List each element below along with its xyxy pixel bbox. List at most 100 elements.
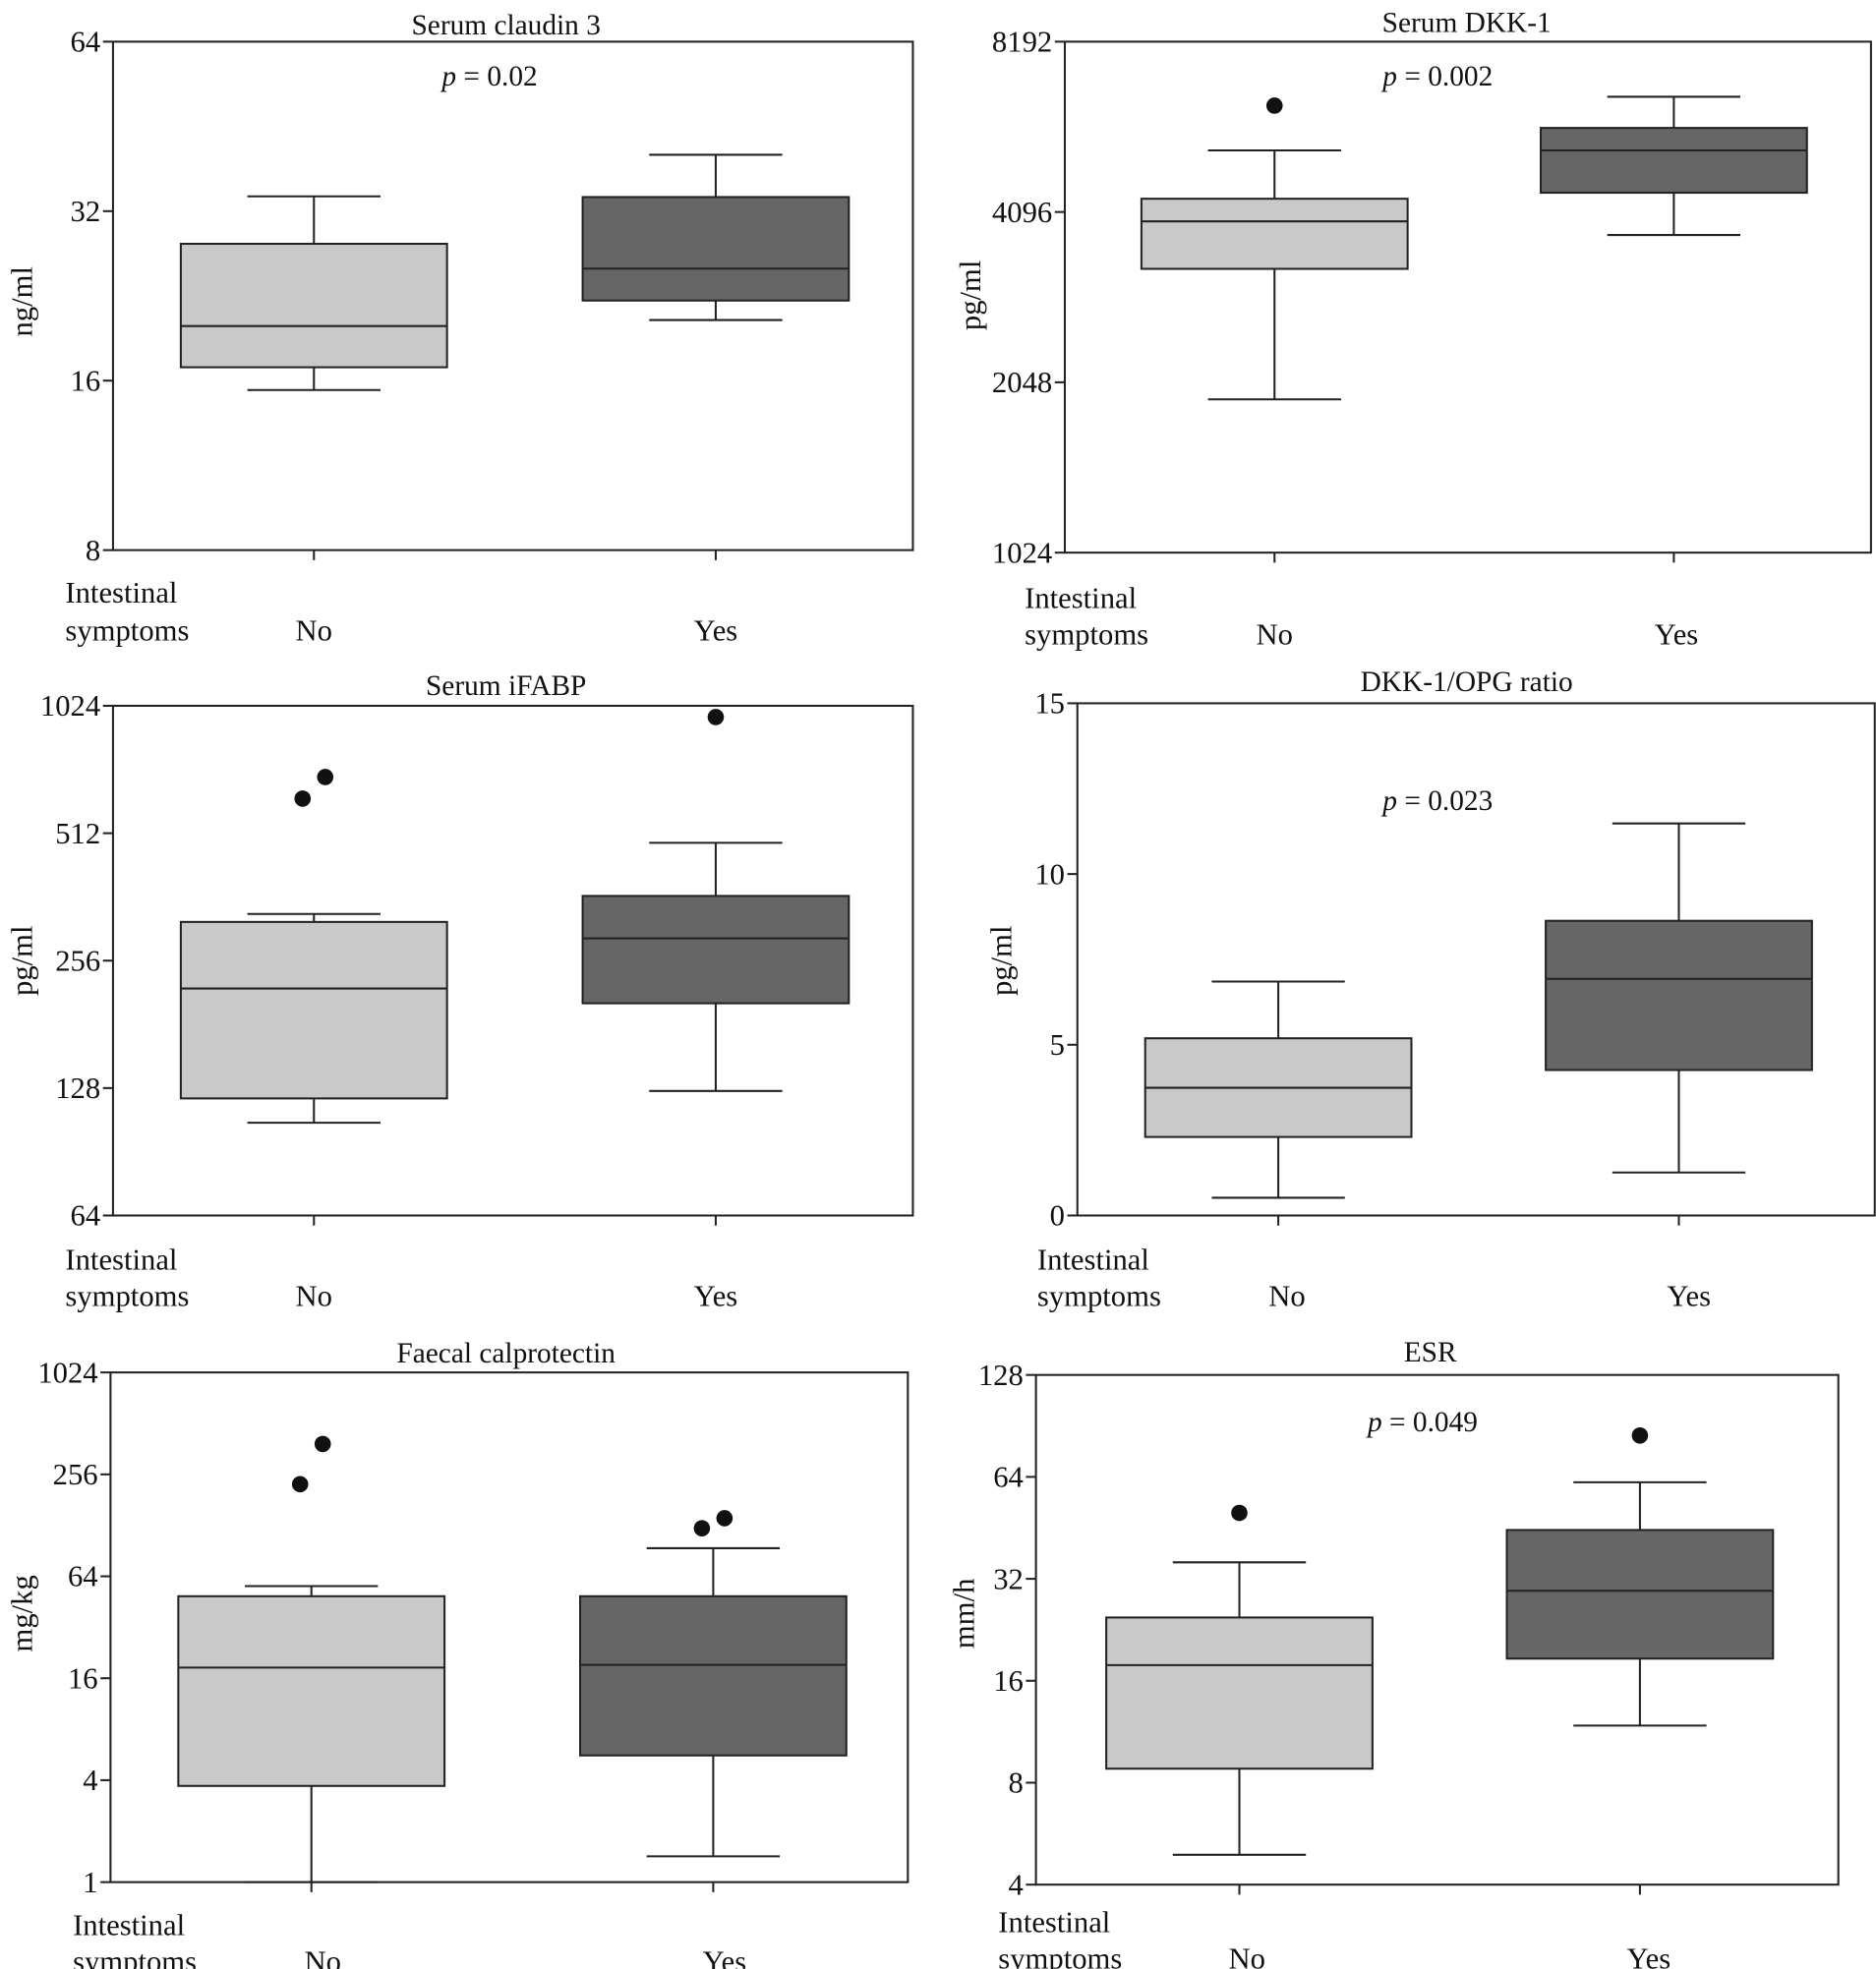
x-axis-label-line: Intestinal: [1025, 581, 1137, 614]
x-category-label: Yes: [1655, 617, 1699, 651]
x-axis-label-line: symptoms: [65, 1279, 189, 1312]
iqr-box-no: [177, 1594, 446, 1787]
y-tick-label: 64: [71, 1199, 101, 1233]
y-tick-label: 64: [71, 26, 101, 59]
chart-title: Serum DKK-1: [1382, 8, 1552, 39]
chart-title: Faecal calprotectin: [396, 1338, 616, 1369]
y-tick-label: 4: [83, 1764, 97, 1797]
chart-panel-5: Faecal calprotectin 1 4 16 64 256 1024 mg/kg Int…: [6, 1338, 909, 1969]
x-axis-label-line: symptoms: [1025, 617, 1148, 651]
y-tick-label: 1024: [40, 689, 100, 723]
y-tick-label: 10: [1034, 857, 1065, 891]
y-tick-label: 16: [68, 1661, 98, 1695]
iqr-box-yes: [581, 196, 850, 302]
y-tick-label: 8: [86, 534, 100, 567]
iqr-box-yes: [1545, 919, 1813, 1071]
outlier-point: [716, 1510, 733, 1527]
chart-panel-4: DKK-1/OPG ratio 0 5 10 15 pg/ml p = 0.023 Intes…: [985, 666, 1876, 1312]
y-tick-label: 15: [1034, 687, 1065, 721]
chart-panel-2: Serum DKK-1 1024 2048 4096 8192 pg/ml p = 0.00…: [954, 8, 1872, 651]
y-tick-label: 64: [993, 1461, 1024, 1494]
y-axis-label: mg/kg: [6, 1575, 39, 1651]
x-category-label: No: [296, 1279, 332, 1312]
x-axis-label-line: symptoms: [998, 1942, 1122, 1969]
y-axis-label: ng/ml: [6, 266, 39, 337]
x-category-label: No: [1268, 1279, 1305, 1312]
x-axis-label-line: symptoms: [73, 1944, 197, 1969]
x-category-label: Yes: [1627, 1942, 1671, 1969]
plot-frame: [1063, 40, 1872, 554]
x-category-label: No: [304, 1944, 340, 1969]
y-tick-label: 1: [83, 1866, 97, 1899]
x-category-label: No: [296, 614, 332, 648]
p-value-annotation: p = 0.049: [1366, 1407, 1478, 1438]
plot-frame: [1076, 702, 1876, 1217]
x-category-label: Yes: [703, 1944, 747, 1969]
x-axis-label-line: Intestinal: [998, 1906, 1110, 1940]
chart-panel-6: ESR 4 8 16 32 64 128 mm/h p = 0.049 Intestinalsym…: [947, 1337, 1840, 1969]
chart-title: DKK-1/OPG ratio: [1361, 666, 1573, 698]
x-axis-label-line: Intestinal: [65, 576, 177, 609]
p-value-annotation: p = 0.002: [1380, 61, 1493, 92]
chart-title: ESR: [1404, 1337, 1457, 1368]
y-tick-label: 1024: [992, 536, 1052, 569]
y-tick-label: 32: [993, 1562, 1024, 1595]
chart-title: Serum iFABP: [426, 670, 586, 702]
outlier-point: [1631, 1426, 1649, 1444]
y-tick-label: 256: [55, 944, 100, 977]
y-tick-label: 128: [978, 1359, 1024, 1392]
x-category-label: Yes: [694, 614, 738, 648]
chart-panel-3: Serum iFABP 64 128 256 512 1024 pg/ml Intestina…: [6, 670, 914, 1312]
x-category-label: No: [1228, 1942, 1264, 1969]
y-tick-label: 8192: [992, 26, 1052, 59]
outlier-point: [314, 1435, 331, 1453]
y-tick-label: 256: [53, 1458, 98, 1491]
outlier-point: [707, 709, 725, 725]
x-axis-label-line: symptoms: [1037, 1279, 1161, 1312]
y-tick-label: 0: [1050, 1199, 1065, 1233]
p-value-annotation: p = 0.023: [1380, 785, 1493, 817]
x-axis-label-line: Intestinal: [65, 1243, 177, 1276]
x-category-label: No: [1257, 617, 1293, 651]
plot-frame: [111, 40, 914, 551]
x-axis-label-line: Intestinal: [73, 1908, 185, 1941]
outlier-point: [693, 1520, 711, 1536]
y-tick-label: 5: [1050, 1028, 1065, 1062]
y-tick-label: 512: [55, 817, 100, 850]
iqr-box-no: [179, 920, 448, 1100]
y-tick-label: 128: [55, 1071, 100, 1105]
y-tick-label: 64: [68, 1560, 98, 1593]
y-tick-label: 1024: [37, 1356, 97, 1389]
plot-frame: [109, 1371, 909, 1883]
iqr-box-no: [1105, 1616, 1374, 1770]
y-axis-label: pg/ml: [954, 261, 987, 331]
x-category-label: Yes: [1667, 1279, 1711, 1312]
iqr-box-yes: [579, 1594, 848, 1757]
outlier-point: [291, 1476, 309, 1493]
plot-frame: [1034, 1373, 1840, 1886]
y-tick-label: 16: [71, 364, 101, 397]
iqr-box-yes: [1505, 1529, 1775, 1660]
y-tick-label: 32: [71, 195, 101, 228]
chart-panel-1: Serum claudin 3 8 16 32 64 ng/ml p = 0.02 Intes…: [6, 10, 914, 648]
y-axis-label: pg/ml: [985, 925, 1019, 996]
outlier-point: [1265, 97, 1283, 114]
p-value-annotation: p = 0.02: [440, 61, 537, 92]
iqr-box-no: [179, 242, 448, 369]
iqr-box-yes: [1539, 127, 1808, 195]
y-tick-label: 16: [993, 1664, 1024, 1698]
chart-title: Serum claudin 3: [411, 10, 600, 41]
iqr-box-no: [1140, 198, 1409, 270]
y-axis-label: pg/ml: [6, 925, 39, 996]
y-tick-label: 2048: [992, 366, 1052, 399]
y-tick-label: 4096: [992, 196, 1052, 229]
x-category-label: Yes: [694, 1279, 738, 1312]
x-axis-label-line: symptoms: [65, 614, 189, 648]
y-axis-label: mm/h: [947, 1579, 980, 1650]
outlier-point: [294, 790, 312, 807]
y-tick-label: 4: [1009, 1868, 1024, 1901]
iqr-box-yes: [581, 895, 850, 1005]
outlier-point: [317, 769, 334, 785]
outlier-point: [1231, 1504, 1248, 1522]
